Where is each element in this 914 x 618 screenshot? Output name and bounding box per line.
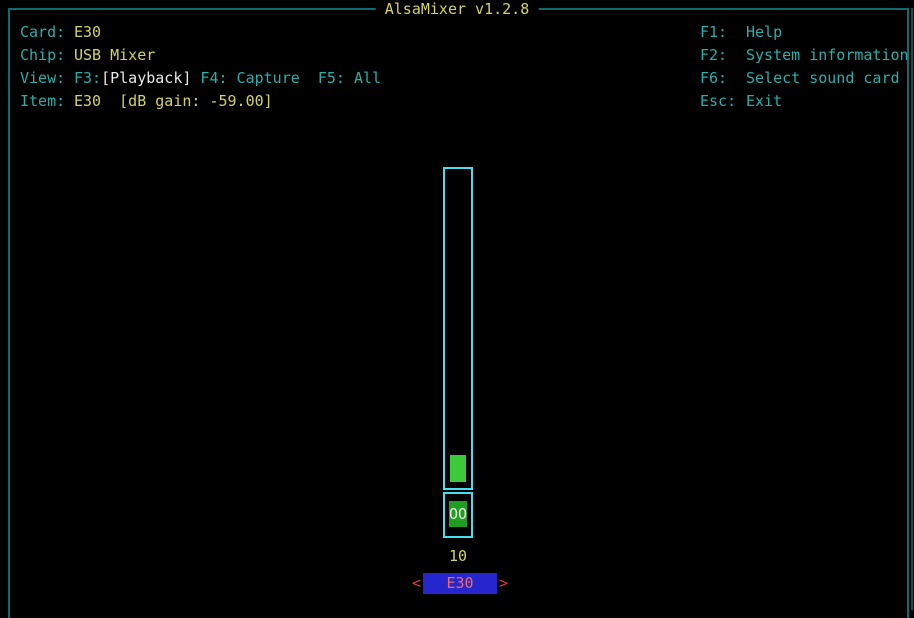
mute-indicator-box[interactable]: OO (443, 492, 473, 538)
chip-value: USB Mixer (74, 46, 156, 64)
view-f3-key: F3: (74, 69, 102, 87)
chip-row: Chip: USB Mixer (20, 44, 381, 67)
volume-fill-block (450, 455, 466, 482)
f2-label: System information (746, 46, 909, 64)
item-value: E30 [dB gain: -59.00] (74, 92, 273, 110)
menu-item-select-sound-card: F6: Select sound card (700, 67, 909, 90)
next-control-arrow-icon[interactable]: > (499, 574, 509, 592)
card-value: E30 (74, 23, 102, 41)
esc-label: Exit (746, 92, 783, 110)
mixer-info-panel: Card: E30 Chip: USB Mixer View: F3:[Playbac… (20, 21, 381, 113)
f6-label: Select sound card (746, 69, 900, 87)
view-row: View: F3:[Playback] F4: Capture F5: All (20, 67, 381, 90)
item-label: Item: (20, 92, 66, 110)
volume-slider[interactable] (443, 167, 473, 490)
app-title: AlsaMixer v1.2.8 (375, 1, 539, 18)
f2-key: F2: (700, 46, 728, 64)
card-label: Card: (20, 23, 66, 41)
chip-label: Chip: (20, 46, 66, 64)
item-row: Item: E30 [dB gain: -59.00] (20, 90, 381, 113)
f1-key: F1: (700, 23, 728, 41)
selected-control-name[interactable]: E30 (423, 573, 497, 594)
menu-item-help: F1: Help (700, 21, 909, 44)
view-active-playback: [Playback] (101, 69, 192, 87)
mute-indicator: OO (449, 501, 467, 527)
esc-key: Esc: (700, 92, 737, 110)
previous-control-arrow-icon[interactable]: < (412, 574, 422, 592)
menu-item-exit: Esc: Exit (700, 90, 909, 113)
f6-key: F6: (700, 69, 728, 87)
view-other-options: F4: Capture F5: All (191, 69, 382, 87)
function-key-menu: F1: Help F2: System information F6: Select … (700, 21, 909, 113)
card-row: Card: E30 (20, 21, 381, 44)
f1-label: Help (746, 23, 783, 41)
view-label: View: (20, 69, 66, 87)
volume-value: 10 (448, 547, 468, 565)
terminal-frame-right-border (911, 8, 913, 610)
menu-item-system-information: F2: System information (700, 44, 909, 67)
